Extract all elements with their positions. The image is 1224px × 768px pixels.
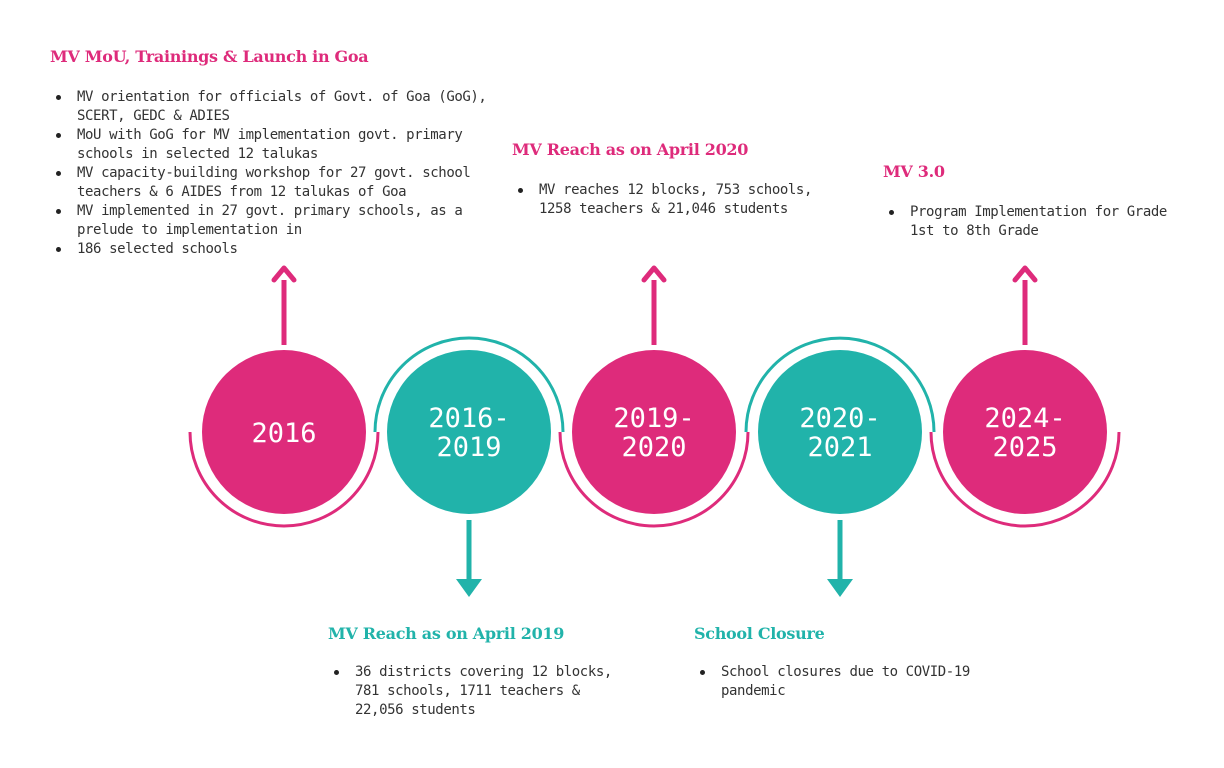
bullet-item: MV implemented in 27 govt. primary schoo…	[50, 202, 490, 240]
milestone-title: MV Reach as on April 2019	[328, 624, 565, 643]
arrow-up-icon-m2024_2025	[1012, 265, 1038, 283]
year-circle-m2020_2021	[758, 350, 922, 514]
bullet-item: 186 selected schools	[50, 240, 490, 259]
milestone-block-m2024_2025: MV 3.0 Program Implementation for Grade 1…	[883, 162, 1183, 241]
arrow-down-icon-m2020_2021	[827, 579, 853, 597]
milestone-title: School Closure	[694, 624, 825, 643]
bullet-item: MV reaches 12 blocks, 753 schools, 1258 …	[512, 181, 812, 219]
year-circle-m2019_2020	[572, 350, 736, 514]
milestone-title: MV Reach as on April 2020	[512, 140, 749, 159]
arc-ring-m2019_2020	[558, 431, 750, 528]
arrow-up-icon-m2019_2020	[641, 265, 667, 283]
bullet-item: 36 districts covering 12 blocks, 781 sch…	[328, 663, 628, 720]
bullet-item: MV capacity-building workshop for 27 gov…	[50, 164, 490, 202]
arrow-down-icon-m2016_2019	[456, 579, 482, 597]
year-label-m2016_2019: 2016-2019	[428, 403, 509, 463]
year-circle-m2024_2025	[943, 350, 1107, 514]
arc-ring-m2016_2019	[373, 336, 565, 433]
milestone-title: MV 3.0	[883, 162, 945, 181]
year-label-m2024_2025: 2024-2025	[984, 403, 1065, 463]
bullet-item: School closures due to COVID-19 pandemic	[694, 663, 994, 701]
year-label-m2019_2020: 2019-2020	[613, 403, 694, 463]
arrow-up-icon-m2016	[271, 265, 297, 283]
bullet-list: MV orientation for officials of Govt. of…	[50, 88, 490, 259]
milestone-block-m2020_2021: School Closure School closures due to COV…	[694, 624, 994, 701]
milestone-title: MV MoU, Trainings & Launch in Goa	[50, 47, 369, 66]
milestone-block-m2016: MV MoU, Trainings & Launch in Goa MV orie…	[50, 47, 490, 259]
year-circle-m2016	[202, 350, 366, 514]
year-label-m2020_2021: 2020-2021	[799, 403, 880, 463]
year-label-m2016: 2016	[251, 418, 316, 449]
bullet-item: Program Implementation for Grade 1st to …	[883, 203, 1183, 241]
bullet-list: School closures due to COVID-19 pandemic	[694, 663, 994, 701]
bullet-item: MoU with GoG for MV implementation govt.…	[50, 126, 490, 164]
arc-ring-m2024_2025	[929, 431, 1121, 528]
bullet-item: MV orientation for officials of Govt. of…	[50, 88, 490, 126]
milestone-block-m2016_2019: MV Reach as on April 2019 36 districts co…	[328, 624, 628, 720]
arc-ring-m2016	[188, 431, 380, 528]
bullet-list: Program Implementation for Grade 1st to …	[883, 203, 1183, 241]
year-circle-m2016_2019	[387, 350, 551, 514]
milestone-block-m2019_2020: MV Reach as on April 2020 MV reaches 12 b…	[512, 140, 812, 219]
bullet-list: MV reaches 12 blocks, 753 schools, 1258 …	[512, 181, 812, 219]
bullet-list: 36 districts covering 12 blocks, 781 sch…	[328, 663, 628, 720]
arc-ring-m2020_2021	[744, 336, 936, 433]
